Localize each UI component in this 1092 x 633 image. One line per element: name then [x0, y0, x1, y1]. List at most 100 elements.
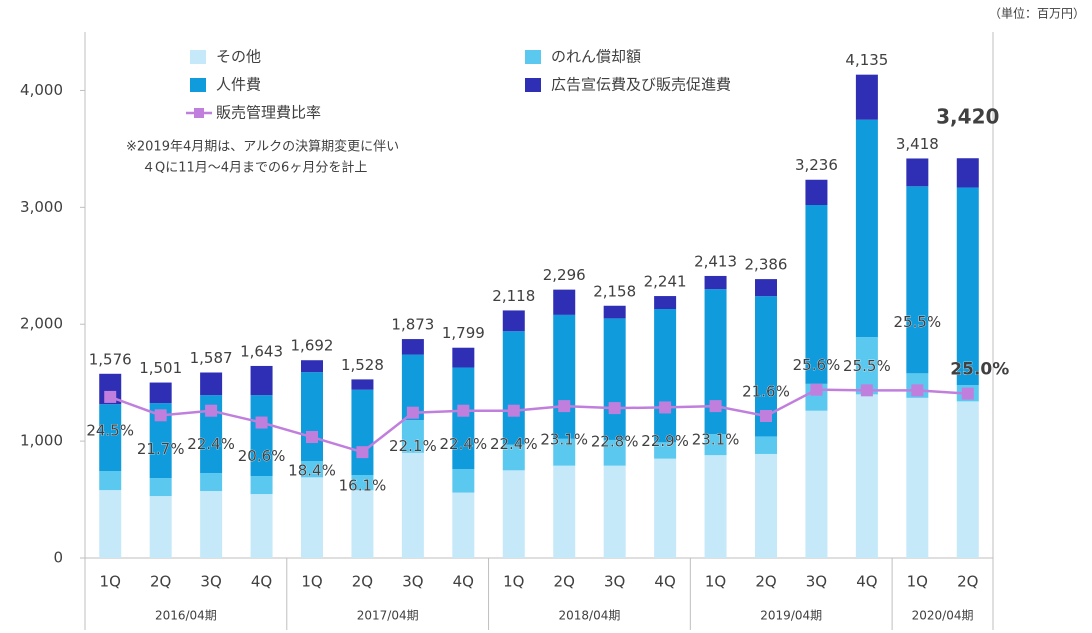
bar-segment	[401, 354, 424, 421]
line-marker	[104, 390, 117, 403]
line-value-label: 21.7%	[137, 440, 185, 458]
bar-segment	[855, 74, 878, 120]
bar-segment	[149, 382, 172, 404]
x-tick-label: 4Q	[251, 573, 272, 591]
y-tick-label: 3,000	[20, 198, 63, 216]
x-tick-label: 1Q	[705, 573, 726, 591]
unit-note: （単位：百万円）	[989, 6, 1085, 21]
bar-segment	[855, 394, 878, 558]
group-label: 2016/04期	[155, 609, 217, 623]
legend-swatch	[190, 50, 206, 64]
total-label: 1,873	[391, 316, 434, 334]
bar-segment	[654, 309, 677, 443]
total-label: 1,528	[341, 356, 384, 374]
group-label: 2018/04期	[559, 609, 621, 623]
line-value-label: 22.9%	[641, 432, 689, 450]
bar-segment	[250, 395, 273, 477]
bar-segment	[553, 289, 576, 315]
bar-segment	[301, 477, 323, 558]
bar-segment	[855, 337, 878, 395]
bar-segment	[855, 119, 878, 338]
bar-segment	[351, 379, 374, 390]
line-marker	[356, 446, 369, 459]
line-marker	[709, 400, 722, 413]
x-tick-label: 1Q	[301, 573, 322, 591]
line-marker	[810, 383, 823, 396]
line-marker	[608, 402, 621, 415]
bar-segment	[502, 331, 525, 445]
x-tick-label: 3Q	[604, 573, 625, 591]
bar-segment	[200, 372, 223, 396]
x-tick-label: 4Q	[654, 573, 675, 591]
bar-segment	[755, 279, 777, 297]
bar-segment	[401, 339, 424, 355]
line-value-label: 18.4%	[288, 462, 336, 480]
line-marker	[860, 384, 873, 397]
bar-segment	[301, 460, 323, 478]
bar-segment	[805, 179, 828, 205]
total-label: 3,420	[936, 105, 999, 129]
bar-segment	[956, 158, 979, 188]
line-value-label: 23.1%	[540, 431, 588, 449]
line-marker	[406, 406, 419, 419]
x-tick-label: 2Q	[957, 573, 978, 591]
bar-segment	[603, 318, 626, 440]
bar-segment	[603, 439, 626, 466]
line-value-label: 23.1%	[692, 431, 740, 449]
line-value-label: 22.4%	[187, 435, 235, 453]
line-marker	[306, 431, 318, 444]
total-label: 3,418	[896, 135, 939, 153]
bar-segment	[351, 389, 374, 476]
bar-segment	[452, 469, 475, 493]
bar-segment	[755, 436, 777, 454]
x-tick-label: 3Q	[806, 573, 827, 591]
total-label: 2,386	[745, 256, 788, 274]
bar-segment	[805, 410, 828, 558]
group-label: 2020/04期	[912, 609, 974, 623]
bar-segment	[502, 444, 525, 471]
legend-swatch	[194, 108, 204, 118]
bar-segment	[755, 453, 777, 558]
annotation: ４Qに11月～4月までの6ヶ月分を計上	[142, 160, 367, 176]
annotation: ※2019年4月期は、アルクの決算期変更に伴い	[126, 139, 399, 155]
bar-segment	[149, 478, 172, 497]
bar-segment	[704, 455, 727, 558]
bar-segment	[704, 289, 727, 435]
legend-swatch	[190, 78, 206, 92]
total-label: 2,158	[593, 282, 636, 300]
bar-segment	[906, 158, 929, 187]
line-value-label: 20.6%	[238, 447, 286, 465]
total-label: 1,576	[89, 350, 132, 368]
total-label: 1,501	[139, 359, 182, 377]
line-value-label: 22.4%	[490, 435, 538, 453]
line-value-label: 16.1%	[339, 477, 387, 495]
y-tick-label: 0	[53, 549, 63, 567]
line-value-label: 24.5%	[86, 421, 134, 439]
x-tick-label: 1Q	[100, 573, 121, 591]
bar-segment	[351, 490, 374, 558]
bar-segment	[906, 397, 929, 558]
line-marker	[205, 404, 218, 417]
bar-segment	[200, 491, 223, 558]
bar-segment	[200, 473, 223, 492]
line-value-label: 22.1%	[389, 437, 437, 455]
bar-segment	[704, 275, 727, 290]
x-tick-label: 3Q	[402, 573, 423, 591]
bar-segment	[603, 305, 626, 319]
x-tick-label: 2Q	[150, 573, 171, 591]
bar-segment	[149, 496, 172, 558]
total-label: 2,241	[644, 273, 687, 291]
line-value-label: 22.4%	[440, 435, 488, 453]
bar-segment	[149, 403, 172, 479]
x-tick-label: 4Q	[856, 573, 877, 591]
total-label: 2,118	[492, 287, 535, 305]
bar-segment	[301, 360, 323, 373]
total-label: 1,643	[240, 342, 283, 360]
total-label: 4,135	[845, 51, 888, 69]
y-tick-label: 1,000	[20, 432, 63, 450]
bar-segment	[553, 438, 576, 466]
line-value-label: 25.5%	[843, 357, 891, 375]
x-tick-label: 1Q	[503, 573, 524, 591]
total-label: 1,799	[442, 324, 485, 342]
